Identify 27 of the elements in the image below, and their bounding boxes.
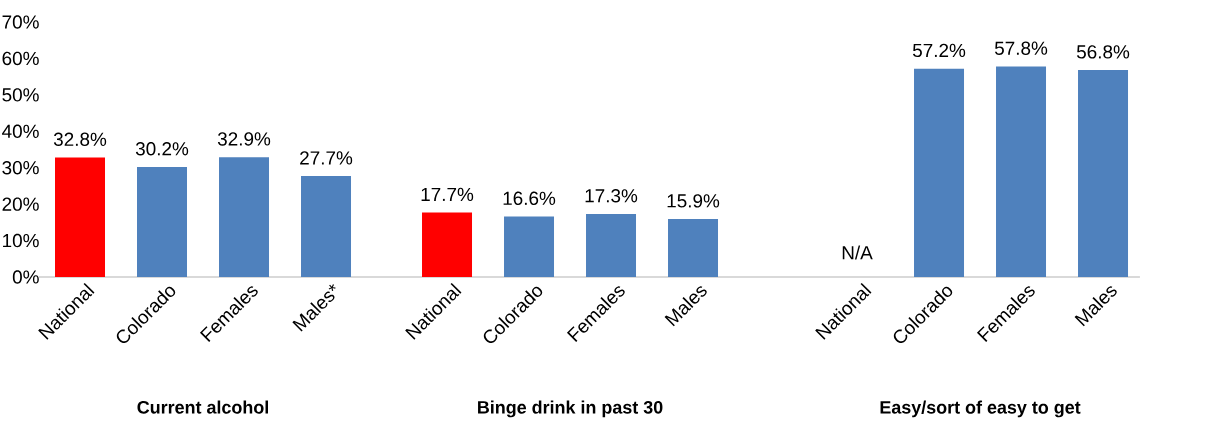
data-label: 15.9% <box>667 194 720 208</box>
data-label: 32.9% <box>217 132 271 146</box>
bar <box>219 157 270 277</box>
bar <box>137 166 188 277</box>
data-label: 57.2% <box>912 43 966 58</box>
y-tick-label: 50% <box>2 88 39 102</box>
data-label: 17.7% <box>421 187 474 201</box>
x-axis-title: Easy/sort of easy to get <box>880 400 1081 418</box>
y-tick-label: 20% <box>2 197 39 211</box>
data-label: 17.3% <box>585 189 638 203</box>
y-tick-label: 40% <box>2 124 39 138</box>
data-label: 30.2% <box>135 142 189 156</box>
data-label: 27.7% <box>300 151 353 165</box>
x-axis-title: Binge drink in past 30 <box>478 400 663 418</box>
data-label: 56.8% <box>1076 45 1130 59</box>
x-axis-title: Current alcohol <box>137 400 268 414</box>
bar <box>301 176 352 277</box>
y-tick-label: 30% <box>2 161 39 175</box>
y-tick-label: 10% <box>3 233 39 248</box>
data-label: 32.8% <box>53 132 107 146</box>
text: N/A <box>842 245 873 260</box>
y-tick-label: 60% <box>2 51 39 66</box>
bar <box>55 157 106 277</box>
data-label: 57.8% <box>994 41 1048 55</box>
data-label: 16.6% <box>503 191 556 206</box>
y-tick-label: 70% <box>2 15 39 29</box>
y-tick-label: 0% <box>12 270 39 284</box>
